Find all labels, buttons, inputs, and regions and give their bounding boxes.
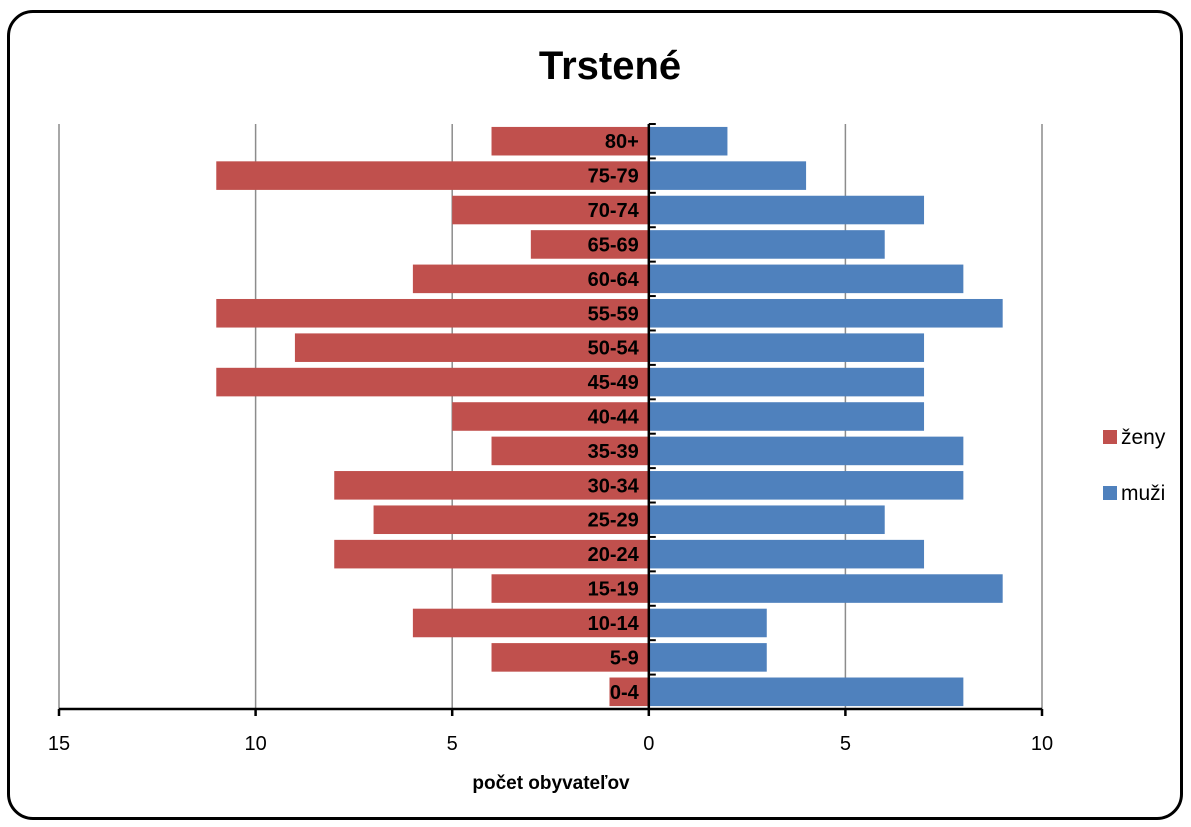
bar-muzi xyxy=(648,298,1003,328)
category-label: 70-74 xyxy=(588,200,640,222)
category-label: 5-9 xyxy=(610,647,639,669)
x-tick-labels: 15 10 5 0 5 10 xyxy=(48,733,1053,755)
bar-muzi xyxy=(648,161,807,190)
bar-zeny xyxy=(216,298,649,328)
category-label: 50-54 xyxy=(588,338,640,360)
bar-zeny xyxy=(216,161,649,190)
bar-muzi xyxy=(648,677,964,707)
bars xyxy=(216,126,1003,707)
x-axis-title: počet obyvateľov xyxy=(472,773,630,794)
bar-muzi xyxy=(648,539,925,569)
legend-label: ženy xyxy=(1121,426,1166,449)
x-tick-label: 10 xyxy=(244,733,266,755)
bar-zeny xyxy=(294,333,649,362)
category-label: 35-39 xyxy=(588,441,639,463)
legend-label: muži xyxy=(1121,482,1165,505)
bar-muzi xyxy=(648,264,964,294)
category-label: 40-44 xyxy=(588,407,640,429)
axes xyxy=(57,123,1044,716)
legend-swatch xyxy=(1103,486,1117,500)
bar-zeny xyxy=(609,677,649,707)
x-tick-label: 10 xyxy=(1031,733,1053,755)
bar-zeny xyxy=(216,367,649,397)
bar-muzi xyxy=(648,574,1003,603)
bar-muzi xyxy=(648,367,925,397)
x-tick-label: 15 xyxy=(48,733,70,755)
bar-muzi xyxy=(648,333,925,362)
category-label: 25-29 xyxy=(588,510,639,532)
category-label: 20-24 xyxy=(588,544,640,566)
category-label: 55-59 xyxy=(588,303,639,325)
bar-muzi xyxy=(648,195,925,225)
bar-zeny xyxy=(452,402,649,431)
bar-muzi xyxy=(648,126,728,156)
category-label: 30-34 xyxy=(588,475,640,497)
bar-muzi xyxy=(648,505,885,535)
category-label: 0-4 xyxy=(610,682,640,704)
category-label: 60-64 xyxy=(588,269,640,291)
x-tick-label: 5 xyxy=(447,733,458,755)
category-label: 15-19 xyxy=(588,579,639,601)
bar-zeny xyxy=(491,436,649,466)
bar-zeny xyxy=(452,195,649,225)
bar-muzi xyxy=(648,230,885,259)
bar-zeny xyxy=(491,643,649,672)
bar-zeny xyxy=(334,539,649,569)
x-tick-label: 0 xyxy=(643,733,654,755)
bar-muzi xyxy=(648,436,964,466)
bar-zeny xyxy=(491,126,649,156)
category-label: 65-69 xyxy=(588,234,639,256)
bar-zeny xyxy=(373,505,649,535)
category-label: 10-14 xyxy=(588,613,640,635)
category-labels: 0-4 5-9 10-14 15-19 20-24 25-29 30-34 35-39 40-4… xyxy=(588,131,640,704)
bar-zeny xyxy=(334,471,649,500)
category-label: 75-79 xyxy=(588,166,639,188)
legend-swatch xyxy=(1103,430,1117,444)
bar-zeny xyxy=(412,264,649,294)
bar-muzi xyxy=(648,471,964,500)
category-label: 80+ xyxy=(605,131,639,153)
bar-zeny xyxy=(491,574,649,603)
bar-muzi xyxy=(648,643,767,672)
bar-muzi xyxy=(648,402,925,431)
bar-muzi xyxy=(648,608,767,638)
legend: ženy muži xyxy=(1103,426,1166,505)
chart-title: Trstené xyxy=(539,44,681,88)
bar-zeny xyxy=(530,230,649,259)
bar-zeny xyxy=(412,608,649,638)
category-label: 45-49 xyxy=(588,372,639,394)
x-tick-label: 5 xyxy=(840,733,851,755)
